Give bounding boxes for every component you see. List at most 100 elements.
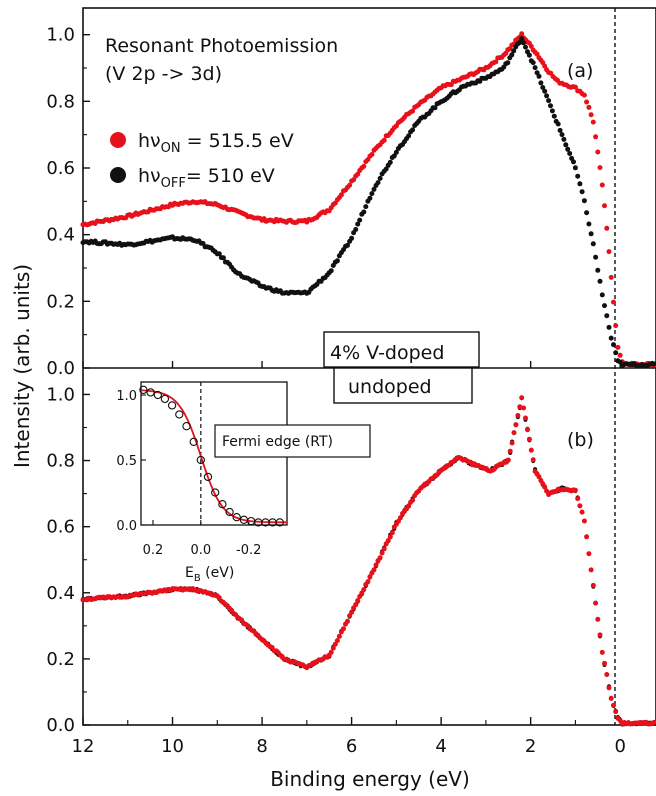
point-a-s1-146 bbox=[377, 175, 383, 181]
legend-label-on: hνON = 515.5 eV bbox=[138, 130, 294, 156]
legend: hνON = 515.5 eV hνOFF= 510 eV bbox=[110, 130, 294, 191]
point-a-s1-240 bbox=[565, 146, 571, 152]
point-b-s1-162 bbox=[410, 497, 416, 503]
panel-a-axes: 0.0 0.2 0.4 0.6 0.8 1.0 bbox=[46, 25, 90, 379]
x-axis-title: Binding energy (eV) bbox=[270, 767, 470, 791]
legend-on-rest: = 515.5 eV bbox=[181, 130, 294, 152]
point-a-s0-258 bbox=[608, 274, 614, 280]
point-a-s0-253 bbox=[597, 165, 603, 171]
point-b-s1-125 bbox=[334, 638, 340, 644]
point-a-s1-227 bbox=[540, 85, 546, 90]
point-b-s1-215 bbox=[515, 413, 521, 418]
point-a-s0-162 bbox=[410, 108, 416, 114]
point-a-s1-211 bbox=[509, 52, 515, 58]
point-b-s1-256 bbox=[597, 632, 603, 638]
point-a-s1-251 bbox=[588, 231, 594, 237]
inset-point-7 bbox=[189, 437, 198, 446]
point-a-s1-223 bbox=[532, 65, 538, 71]
panel-label-a: (a) bbox=[567, 60, 593, 82]
point-a-s1-132 bbox=[349, 235, 355, 241]
point-b-s1-151 bbox=[387, 534, 393, 540]
point-a-s0-254 bbox=[599, 182, 605, 188]
point-b-s1-135 bbox=[355, 598, 361, 604]
point-a-s1-69 bbox=[220, 255, 226, 261]
point-a-s1-216 bbox=[519, 36, 525, 42]
point-a-s1-141 bbox=[367, 195, 373, 201]
point-a-s1-134 bbox=[353, 227, 359, 232]
inset-fit-curve bbox=[140, 389, 288, 524]
y-tick-label-a-4: 0.8 bbox=[46, 91, 75, 112]
x-tick-label-3: 6 bbox=[346, 736, 357, 757]
point-b-s1-148 bbox=[381, 546, 387, 552]
point-a-s1-143 bbox=[371, 186, 377, 192]
point-a-s1-135 bbox=[355, 221, 361, 227]
point-a-s1-264 bbox=[617, 359, 623, 365]
point-a-s0-216 bbox=[519, 31, 525, 37]
point-b-s1-261 bbox=[608, 695, 614, 701]
y-tick-label-b-2: 0.4 bbox=[46, 583, 75, 604]
point-b-s1-255 bbox=[595, 616, 601, 622]
inset-x-title-main: E bbox=[185, 565, 194, 581]
panel-label-b: (b) bbox=[567, 429, 594, 451]
legend-off-sub: OFF bbox=[161, 176, 186, 191]
point-a-s1-247 bbox=[579, 189, 585, 195]
point-b-s1-221 bbox=[526, 436, 532, 442]
legend-marker-on bbox=[110, 132, 126, 148]
point-b-s1-223 bbox=[530, 457, 536, 463]
point-a-s1-209 bbox=[505, 60, 511, 66]
inset-point-11 bbox=[218, 500, 227, 509]
point-b-s1-134 bbox=[353, 602, 359, 608]
point-a-s1-255 bbox=[597, 278, 603, 284]
point-a-s0-259 bbox=[611, 299, 616, 305]
point-b-s1-147 bbox=[379, 550, 385, 556]
inset-label: Fermi edge (RT) bbox=[222, 434, 333, 450]
point-b-s1-150 bbox=[385, 538, 391, 544]
point-a-s0-246 bbox=[581, 92, 587, 98]
point-a-s0-221 bbox=[528, 43, 534, 49]
point-b-s1-252 bbox=[588, 567, 594, 573]
point-a-s1-233 bbox=[551, 113, 557, 119]
point-b-s1-282 bbox=[651, 719, 656, 725]
point-a-s1-173 bbox=[432, 105, 438, 111]
point-a-s0-135 bbox=[355, 171, 361, 177]
point-a-s1-139 bbox=[363, 204, 369, 210]
point-a-s1-225 bbox=[536, 73, 542, 79]
inset-chart: 0.0 0.5 1.0 0.2 0.0 -0.2 Fermi edge (RT) EB (… bbox=[116, 381, 371, 584]
inset-point-12 bbox=[225, 507, 234, 517]
inset-x-tick-label-0: 0.2 bbox=[143, 543, 164, 558]
point-a-s1-154 bbox=[393, 149, 399, 155]
inset-y-tick-label-0: 0.0 bbox=[116, 519, 137, 534]
point-a-s1-243 bbox=[571, 159, 576, 165]
x-tick-label-2: 8 bbox=[256, 736, 267, 757]
point-b-s1-254 bbox=[593, 600, 599, 606]
point-a-s0-252 bbox=[595, 149, 601, 155]
inset-x-tick-label-2: -0.2 bbox=[236, 543, 261, 558]
inset-point-6 bbox=[182, 422, 191, 431]
point-a-s1-229 bbox=[544, 93, 550, 99]
point-a-s1-138 bbox=[361, 209, 367, 215]
point-b-s1-211 bbox=[507, 448, 513, 454]
inset-x-title-rest: (eV) bbox=[201, 565, 235, 581]
point-a-s1-250 bbox=[586, 221, 592, 227]
point-b-s1-152 bbox=[389, 530, 395, 536]
inset-x-title-sub: B bbox=[194, 573, 201, 584]
y-tick-label-a-1: 0.2 bbox=[46, 291, 75, 312]
point-b-s1-126 bbox=[336, 633, 342, 639]
point-a-s1-248 bbox=[581, 198, 587, 204]
inset-point-19 bbox=[275, 518, 284, 527]
point-a-s1-218 bbox=[523, 44, 528, 50]
point-a-s1-258 bbox=[604, 313, 610, 319]
point-b-s1-214 bbox=[513, 422, 519, 428]
point-a-s0-255 bbox=[602, 203, 607, 209]
point-b-s1-156 bbox=[397, 515, 403, 521]
point-b-s1-217 bbox=[519, 395, 525, 401]
point-a-s1-246 bbox=[577, 181, 583, 187]
sample-label-box: 4% V-doped undoped bbox=[323, 331, 480, 404]
point-a-s1-162 bbox=[410, 127, 416, 133]
point-b-s1-259 bbox=[604, 672, 610, 677]
point-a-s0-247 bbox=[584, 99, 590, 105]
inset-background bbox=[140, 381, 288, 526]
y-tick-label-a-3: 0.6 bbox=[46, 158, 75, 179]
point-a-s1-212 bbox=[511, 48, 517, 54]
